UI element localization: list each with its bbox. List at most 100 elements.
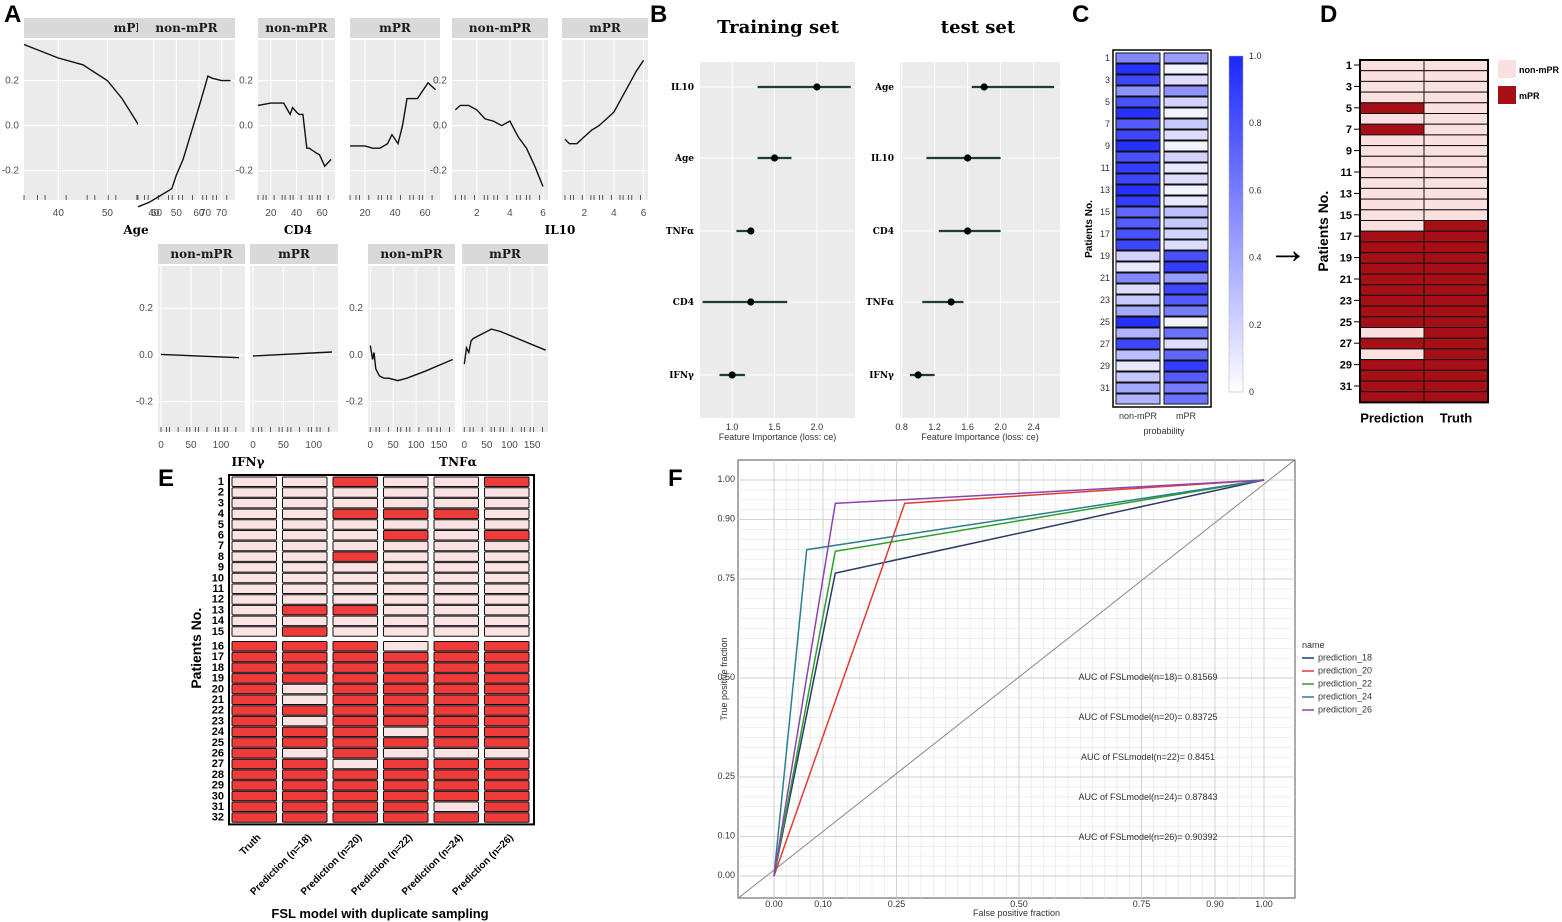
- heatmap-cell: [282, 683, 328, 695]
- y-tick-label: 0.10: [717, 830, 735, 840]
- heatmap-cell: [484, 683, 530, 695]
- heatmap-cell: [231, 662, 277, 673]
- column-label: mPR: [1176, 411, 1197, 421]
- heatmap-cell: [1359, 252, 1425, 264]
- dependence-line: [160, 353, 240, 359]
- heatmap-cell: [1163, 217, 1209, 229]
- row-label: 13: [212, 604, 224, 616]
- panel-label-c: C: [1072, 1, 1089, 28]
- heatmap-cell: [484, 572, 530, 584]
- heatmap-cell: [231, 626, 277, 637]
- heatmap-cell: [484, 662, 530, 673]
- row-label: 12: [212, 594, 224, 606]
- heatmap-cell: [383, 476, 429, 487]
- heatmap-cell: [1359, 230, 1425, 243]
- feature-label: Age: [674, 154, 694, 164]
- x-tick-label: 0.10: [814, 899, 832, 909]
- facet-label: non-mPR: [469, 21, 532, 35]
- heatmap-cell: [1359, 327, 1425, 339]
- row-label: 29: [1340, 360, 1352, 372]
- row-label: 11: [1340, 167, 1352, 179]
- auc-annotation: AUC of FSLmodel(n=24)= 0.87843: [1078, 792, 1217, 802]
- x-tick-label: 1.0: [726, 422, 739, 432]
- heatmap-frame: [1359, 59, 1489, 404]
- x-tick-label: 40: [389, 208, 401, 219]
- row-label: 15: [1100, 207, 1110, 217]
- heatmap-cell: [1359, 209, 1425, 222]
- feature-label: IL10: [671, 83, 694, 93]
- x-tick-label: 1.2: [928, 422, 941, 432]
- heatmap-cell: [1359, 337, 1425, 350]
- plot-panel: [452, 40, 548, 200]
- heatmap-cell: [1163, 74, 1209, 86]
- heatmap-cell: [383, 662, 429, 673]
- dependence-line: [369, 345, 453, 382]
- facet-strip: [158, 244, 245, 264]
- heatmap-cell: [231, 737, 277, 748]
- row-label: 17: [1340, 231, 1352, 243]
- heatmap-cell: [484, 551, 530, 562]
- y-tick-label: -0.2: [430, 166, 448, 177]
- heatmap-cell: [433, 801, 479, 812]
- colorbar-tick-label: 0.2: [1249, 320, 1262, 330]
- heatmap-cell: [1359, 145, 1425, 157]
- x-tick-label: 50: [481, 440, 493, 451]
- heatmap-cell: [433, 758, 479, 770]
- heatmap-cell: [231, 780, 277, 791]
- row-label: 29: [212, 780, 224, 792]
- heatmap-cell: [484, 562, 530, 573]
- heatmap-cell: [231, 562, 277, 573]
- facet-strip: [562, 18, 648, 38]
- heatmap-cell: [332, 572, 378, 584]
- y-axis-title: Patients No.: [1084, 200, 1095, 258]
- row-label: 22: [212, 705, 224, 717]
- heatmap-cell: [282, 694, 328, 705]
- roc-curve: [773, 479, 1265, 877]
- row-label: 1: [1346, 60, 1352, 72]
- colorbar-tick-label: 0.4: [1249, 253, 1262, 263]
- x-tick-label: 0: [461, 440, 467, 451]
- heatmap-cell: [1359, 241, 1425, 254]
- heatmap-cell: [1359, 113, 1425, 125]
- heatmap-cell: [433, 780, 479, 791]
- heatmap-cell: [231, 726, 277, 738]
- heatmap-cell: [383, 497, 429, 509]
- y-tick-label: 0.00: [717, 870, 735, 880]
- feature-label: CD4: [673, 298, 694, 308]
- heatmap-cell: [433, 604, 479, 616]
- heatmap-cell: [1359, 316, 1425, 328]
- heatmap-cell: [282, 487, 328, 498]
- heatmap-cell: [231, 683, 277, 695]
- heatmap-cell: [433, 583, 479, 594]
- heatmap-cell: [231, 476, 277, 487]
- x-tick-label: 40: [291, 208, 303, 219]
- plot-panel: [462, 266, 548, 432]
- heatmap-cell: [1423, 145, 1489, 157]
- heatmap-cell: [1423, 177, 1489, 189]
- heatmap-cell: [1423, 230, 1489, 243]
- row-label: 24: [212, 726, 225, 738]
- heatmap-cell: [1423, 305, 1489, 318]
- row-label: 31: [1340, 381, 1352, 393]
- facet-label: non-mPR: [170, 247, 233, 261]
- heatmap-cell: [1163, 316, 1209, 328]
- heatmap-cell: [332, 662, 378, 673]
- heatmap-cell: [484, 615, 530, 627]
- heatmap-cell: [332, 737, 378, 748]
- row-label: 21: [212, 694, 224, 706]
- x-axis-title: IFNγ: [231, 455, 264, 469]
- row-label: 9: [1346, 146, 1352, 158]
- heatmap-cell: [332, 801, 378, 812]
- heatmap-cell: [1163, 206, 1209, 218]
- panel-label-e: E: [158, 465, 174, 492]
- heatmap-cell: [433, 594, 479, 605]
- heatmap-cell: [383, 572, 429, 584]
- y-tick-label: 0.75: [717, 573, 735, 583]
- heatmap-cell: [433, 497, 479, 509]
- heatmap-cell: [282, 758, 328, 770]
- heatmap-cell: [1423, 262, 1489, 275]
- heatmap-cell: [1163, 327, 1209, 339]
- y-tick-label: 0.0: [139, 350, 153, 361]
- heatmap-cell: [282, 662, 328, 673]
- row-label: 7: [1346, 124, 1352, 136]
